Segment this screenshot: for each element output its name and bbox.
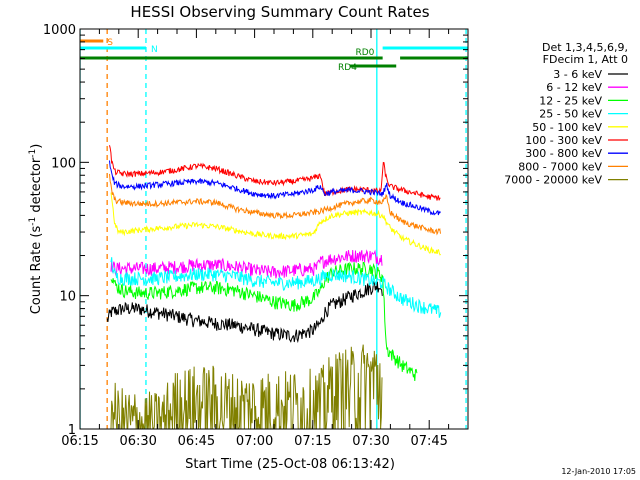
series-line-8 [109, 173, 441, 236]
legend-label: 6 - 12 keV [546, 81, 602, 94]
x-axis-ticks: 06:15 06:30 06:45 07:00 07:15 07:30 07:45 [61, 29, 469, 449]
series-line-5 [110, 192, 442, 256]
legend-header-line2: FDecim 1, Att 0 [543, 53, 628, 66]
legend-header-line1: Det 1,3,4,5,6,9, [542, 41, 628, 54]
legend-label: 3 - 6 keV [553, 68, 602, 81]
flag-label-rd0: RD0 [355, 48, 374, 58]
flag-label-rd4: RD4 [338, 63, 357, 73]
y-tick-label: 1000 [43, 23, 76, 38]
series-line-3 [110, 261, 418, 382]
y-tick-label: 10 [59, 290, 76, 305]
x-tick-label: 07:00 [236, 434, 273, 449]
x-tick-label: 07:45 [410, 434, 447, 449]
legend-label: 12 - 25 keV [539, 94, 602, 107]
chart-title: HESSI Observing Summary Count Rates [130, 3, 429, 21]
x-tick-label: 07:15 [294, 434, 331, 449]
observing-flags: S N RD0 RD4 [80, 38, 468, 73]
legend-label: 800 - 7000 keV [518, 160, 602, 173]
x-tick-label: 06:30 [119, 434, 156, 449]
y-axis-ticks: 1 10 100 1000 [43, 23, 468, 438]
y-tick-label: 100 [51, 156, 76, 171]
series-group [106, 145, 442, 429]
series-line-2 [110, 249, 383, 279]
y-axis-label: Count Rate (s-1 detector-1) [28, 144, 44, 315]
time-marker-lines [80, 29, 467, 429]
legend-label: 25 - 50 keV [539, 108, 602, 121]
series-line-6 [109, 145, 441, 201]
legend-label: 7000 - 20000 keV [504, 174, 602, 187]
legend: Det 1,3,4,5,6,9, FDecim 1, Att 0 3 - 6 k… [504, 41, 628, 187]
y-label-part2: detector [29, 157, 44, 217]
timestamp: 12-Jan-2010 17:05 [561, 467, 636, 476]
flag-label-n: N [151, 45, 158, 55]
flag-label-s: S [107, 38, 113, 48]
series-line-1 [106, 280, 383, 344]
y-label-sup2: -1 [28, 149, 38, 158]
x-tick-label: 07:30 [352, 434, 389, 449]
legend-label: 300 - 800 keV [525, 147, 602, 160]
legend-label: 50 - 100 keV [532, 121, 602, 134]
series-line-7 [109, 160, 441, 216]
x-axis-label: Start Time (25-Oct-08 06:13:42) [185, 457, 395, 472]
series-line-4 [110, 257, 442, 318]
x-tick-label: 06:15 [61, 434, 98, 449]
x-tick-label: 06:45 [178, 434, 215, 449]
y-label-part3: ) [29, 144, 44, 149]
series-line-9 [110, 344, 383, 429]
y-tick-label: 1 [68, 423, 76, 438]
legend-label: 100 - 300 keV [525, 134, 602, 147]
y-label-part1: Count Rate (s [29, 226, 44, 315]
y-label-sup1: -1 [28, 217, 38, 226]
